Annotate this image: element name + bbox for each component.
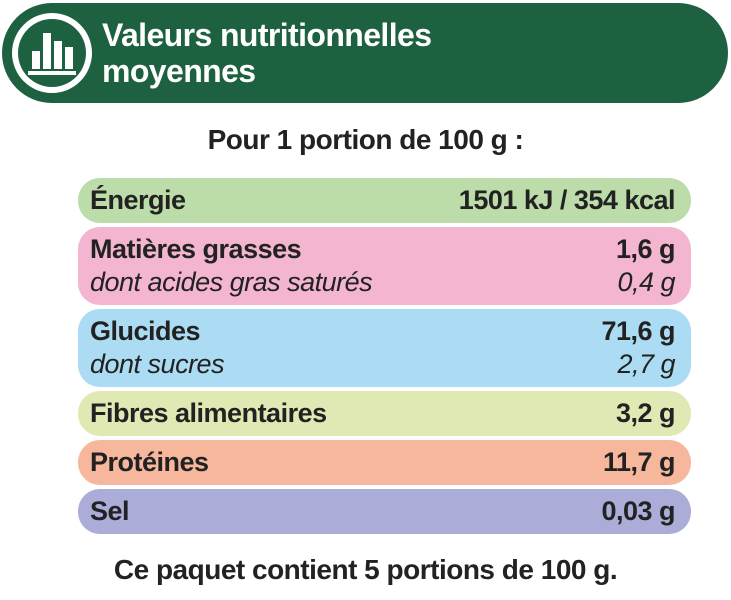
nutrient-row: Protéines 11,7 g [78,440,691,485]
sub-line: dont acides gras saturés 0,4 g [90,266,675,299]
sub-label: dont acides gras saturés [90,267,373,297]
main-line: Fibres alimentaires 3,2 g [90,397,676,430]
main-line: Glucides 71,6 g [90,315,675,348]
nutrient-label: Énergie [90,185,186,215]
nutrient-row: Glucides 71,6 g dont sucres 2,7 g [78,309,691,387]
footer: Ce paquet contient 5 portions de 100 g. [113,554,618,585]
sub-value: 2,7 g [617,349,675,379]
nutrient-value: 11,7 g [602,447,676,477]
nutrient-label: Sel [90,496,130,526]
main-line: Sel 0,03 g [90,495,675,528]
nutrient-value: 1501 kJ / 354 kcal [458,185,676,215]
sub-line: dont sucres 2,7 g [90,348,675,381]
sub-value: 0,4 g [617,267,675,297]
sub-label: dont sucres [90,349,225,379]
nutrient-label: Matières grasses [90,234,302,264]
main-line: Protéines 11,7 g [90,446,676,479]
header: Valeurs nutritionnelles moyennes [2,3,728,103]
nutrient-row: Fibres alimentaires 3,2 g [78,391,691,436]
main-line: Énergie 1501 kJ / 354 kcal [90,184,676,217]
nutrient-value: 0,03 g [601,496,675,526]
nutrient-value: 71,6 g [601,316,675,346]
nutrient-label: Fibres alimentaires [90,398,327,428]
main-line: Matières grasses 1,6 g [90,233,676,266]
nutrient-label: Protéines [90,447,209,477]
nutrient-row: Sel 0,03 g [78,489,691,534]
portion: Pour 1 portion de 100 g : [207,124,524,155]
nutrient-value: 1,6 g [615,234,676,264]
title: Valeurs nutritionnelles moyennes [102,17,432,89]
nutrient-row: Énergie 1501 kJ / 354 kcal [78,178,691,223]
nutrient-value: 3,2 g [615,398,676,428]
rows: Énergie 1501 kJ / 354 kcal Matières grasse… [78,178,691,538]
nutrient-row: Matières grasses 1,6 g dont acides gras sa… [78,227,691,305]
nutrient-label: Glucides [90,316,201,346]
chart-icon [12,13,92,93]
